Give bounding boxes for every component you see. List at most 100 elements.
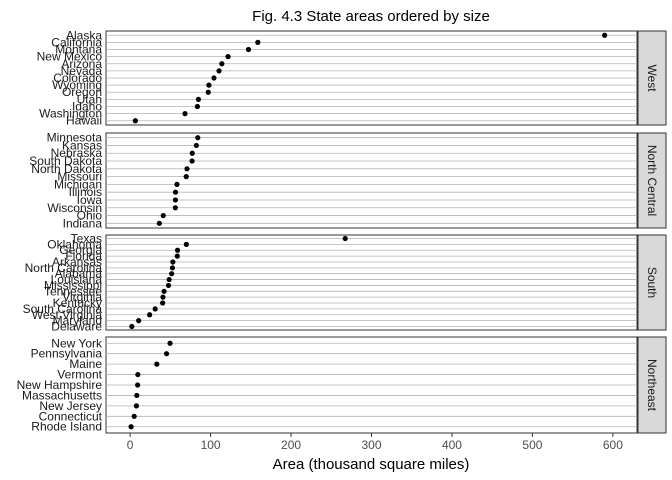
state-label-alabama: Alabama	[55, 267, 103, 281]
state-label-montana: Montana	[55, 43, 102, 57]
point-louisiana	[166, 276, 172, 283]
point-wyoming	[206, 82, 212, 88]
state-label-georgia: Georgia	[59, 243, 102, 257]
state-label-louisiana: Louisiana	[51, 273, 103, 287]
point-south-dakota	[189, 158, 195, 164]
point-vermont	[135, 371, 141, 378]
point-kansas	[193, 142, 199, 149]
state-label-minnesota: Minnesota	[47, 131, 103, 145]
point-west-virginia	[147, 312, 153, 318]
point-tennessee	[161, 288, 167, 294]
state-label-california: California	[51, 35, 102, 49]
state-label-vermont: Vermont	[57, 368, 102, 382]
point-alabama	[169, 271, 175, 277]
facet-label-north-central: North Central	[645, 145, 659, 216]
facet-strip-northeast	[637, 336, 667, 434]
point-kentucky	[160, 300, 166, 306]
state-label-tennessee: Tennessee	[44, 284, 102, 298]
point-colorado	[211, 75, 217, 81]
state-label-south-dakota: South Dakota	[29, 154, 102, 168]
point-iowa	[172, 197, 179, 203]
point-new-york	[167, 340, 173, 346]
point-idaho	[194, 103, 200, 110]
point-connecticut	[131, 413, 137, 419]
state-label-rhode-island: Rhode Island	[31, 420, 102, 434]
chart-title: Fig. 4.3 State areas ordered by size	[252, 8, 490, 25]
state-label-alaska: Alaska	[66, 28, 102, 42]
point-utah	[195, 96, 202, 102]
state-label-ohio: Ohio	[77, 209, 103, 223]
state-label-illinois: Illinois	[69, 185, 102, 199]
state-label-nebraska: Nebraska	[51, 146, 103, 160]
point-delaware	[129, 323, 135, 330]
point-south-carolina	[152, 306, 158, 312]
facet-label-west: West	[645, 64, 659, 92]
point-virginia	[160, 294, 166, 300]
state-label-arizona: Arizona	[61, 57, 102, 71]
state-label-maryland: Maryland	[53, 314, 102, 328]
state-label-hawaii: Hawaii	[66, 114, 102, 128]
state-label-massachusetts: Massachusetts	[22, 388, 102, 402]
state-label-north-carolina: North Carolina	[25, 261, 103, 275]
x-axis: 0 100 200 300 400 500 600	[127, 433, 623, 452]
state-label-connecticut: Connecticut	[39, 409, 103, 423]
point-indiana	[156, 220, 162, 226]
point-texas	[342, 235, 348, 242]
point-nevada	[216, 68, 222, 74]
point-michigan	[174, 181, 180, 187]
facet-strip-west	[637, 30, 667, 126]
state-label-mississippi: Mississippi	[44, 278, 102, 292]
state-label-west-virginia: West Virginia	[32, 308, 103, 322]
point-nebraska	[189, 150, 195, 156]
point-florida	[174, 253, 180, 259]
facet-label-northeast: Northeast	[645, 359, 659, 412]
state-label-new-york: New York	[51, 336, 103, 350]
point-ohio	[160, 212, 166, 219]
point-illinois	[172, 189, 179, 195]
point-maine	[154, 361, 160, 367]
x-tick-label-300: 300	[361, 438, 381, 452]
x-tick-label-400: 400	[442, 438, 462, 452]
facet-label-south: South	[645, 267, 659, 298]
x-axis-title: Area (thousand square miles)	[273, 456, 470, 473]
state-label-idaho: Idaho	[72, 99, 102, 113]
point-rhode-island	[128, 424, 134, 430]
state-label-wyoming: Wyoming	[52, 78, 102, 92]
point-minnesota	[195, 135, 201, 141]
point-north-carolina	[169, 265, 176, 271]
state-label-nevada: Nevada	[61, 64, 103, 78]
facet-strip-north-central	[637, 132, 667, 229]
point-pennsylvania	[163, 351, 170, 357]
point-north-dakota	[184, 166, 190, 172]
state-label-iowa: Iowa	[77, 193, 103, 207]
state-label-utah: Utah	[77, 92, 102, 106]
state-label-colorado: Colorado	[53, 71, 102, 85]
panel-south: TexasOklahomaGeorgiaFloridaArkansasNorth…	[23, 232, 667, 333]
point-oklahoma	[183, 241, 189, 247]
state-label-north-dakota: North Dakota	[31, 162, 102, 176]
point-wisconsin	[172, 205, 178, 211]
state-label-michigan: Michigan	[54, 177, 102, 191]
state-label-indiana: Indiana	[63, 216, 103, 230]
state-label-oklahoma: Oklahoma	[47, 237, 102, 251]
state-label-missouri: Missouri	[57, 170, 102, 184]
panel-background	[105, 132, 638, 229]
state-label-wisconsin: Wisconsin	[47, 201, 102, 215]
facet-strip-south	[637, 234, 667, 331]
state-label-virginia: Virginia	[62, 290, 102, 304]
state-label-oregon: Oregon	[62, 85, 102, 99]
point-alaska	[602, 32, 608, 38]
x-tick-label-100: 100	[201, 438, 221, 452]
point-hawaii	[132, 118, 138, 124]
point-georgia	[174, 247, 181, 253]
x-tick-label-600: 600	[603, 438, 623, 452]
point-missouri	[183, 174, 189, 180]
point-oregon	[205, 89, 211, 95]
point-massachusetts	[134, 392, 140, 399]
state-label-kansas: Kansas	[62, 138, 102, 152]
point-mississippi	[165, 282, 172, 289]
